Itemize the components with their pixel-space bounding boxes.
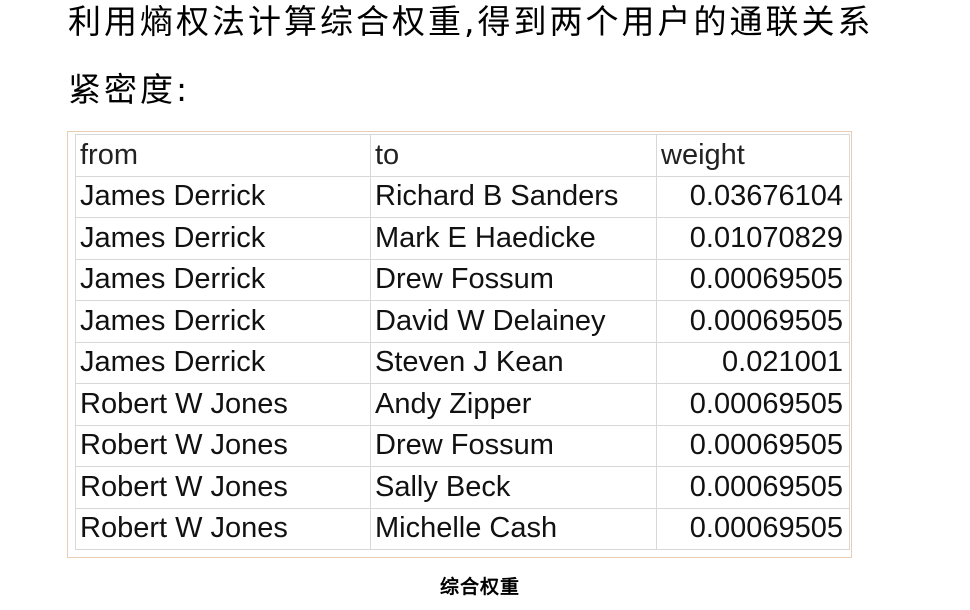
- cell-weight: 0.00069505: [656, 300, 850, 343]
- cell-from: Robert W Jones: [75, 507, 371, 550]
- table-row: James Derrick Mark E Haedicke 0.01070829: [75, 217, 850, 260]
- table-row: James Derrick Steven J Kean 0.021001: [75, 341, 850, 384]
- cell-from: James Derrick: [75, 300, 371, 343]
- table-row: Robert W Jones Sally Beck 0.00069505: [75, 466, 850, 509]
- table-row: Robert W Jones Drew Fossum 0.00069505: [75, 424, 850, 467]
- table-caption: 综合权重: [439, 576, 520, 598]
- cell-weight: 0.00069505: [656, 466, 850, 509]
- cell-from: James Derrick: [75, 258, 371, 301]
- paragraph-line-1: 利用熵权法计算综合权重,得到两个用户的通联关系: [68, 2, 874, 41]
- cell-from: James Derrick: [75, 341, 371, 384]
- cell-from: Robert W Jones: [75, 383, 371, 426]
- column-header-to: to: [370, 134, 657, 177]
- cell-weight: 0.03676104: [656, 175, 850, 218]
- table-row: Robert W Jones Andy Zipper 0.00069505: [75, 383, 850, 426]
- paragraph-line-2: 紧密度:: [68, 70, 191, 109]
- cell-to: David W Delainey: [370, 300, 657, 343]
- cell-weight: 0.00069505: [656, 258, 850, 301]
- column-header-weight: weight: [656, 134, 850, 177]
- cell-weight: 0.01070829: [656, 217, 850, 260]
- cell-from: Robert W Jones: [75, 424, 371, 467]
- column-header-from: from: [75, 134, 371, 177]
- cell-to: Sally Beck: [370, 466, 657, 509]
- table-row: James Derrick David W Delainey 0.0006950…: [75, 300, 850, 343]
- cell-from: James Derrick: [75, 217, 371, 260]
- cell-to: Mark E Haedicke: [370, 217, 657, 260]
- weight-table-image: from to weight James Derrick Richard B S…: [67, 131, 852, 558]
- cell-to: Drew Fossum: [370, 424, 657, 467]
- cell-weight: 0.021001: [656, 341, 850, 384]
- table-header-row: from to weight: [75, 134, 850, 177]
- weight-table: from to weight James Derrick Richard B S…: [75, 134, 850, 550]
- cell-to: Steven J Kean: [370, 341, 657, 384]
- table-row: Robert W Jones Michelle Cash 0.00069505: [75, 507, 850, 550]
- cell-weight: 0.00069505: [656, 507, 850, 550]
- cell-weight: 0.00069505: [656, 383, 850, 426]
- cell-to: Drew Fossum: [370, 258, 657, 301]
- cell-to: Michelle Cash: [370, 507, 657, 550]
- cell-weight: 0.00069505: [656, 424, 850, 467]
- table-row: James Derrick Richard B Sanders 0.036761…: [75, 175, 850, 218]
- cell-from: Robert W Jones: [75, 466, 371, 509]
- cell-from: James Derrick: [75, 175, 371, 218]
- table-row: James Derrick Drew Fossum 0.00069505: [75, 258, 850, 301]
- cell-to: Andy Zipper: [370, 383, 657, 426]
- cell-to: Richard B Sanders: [370, 175, 657, 218]
